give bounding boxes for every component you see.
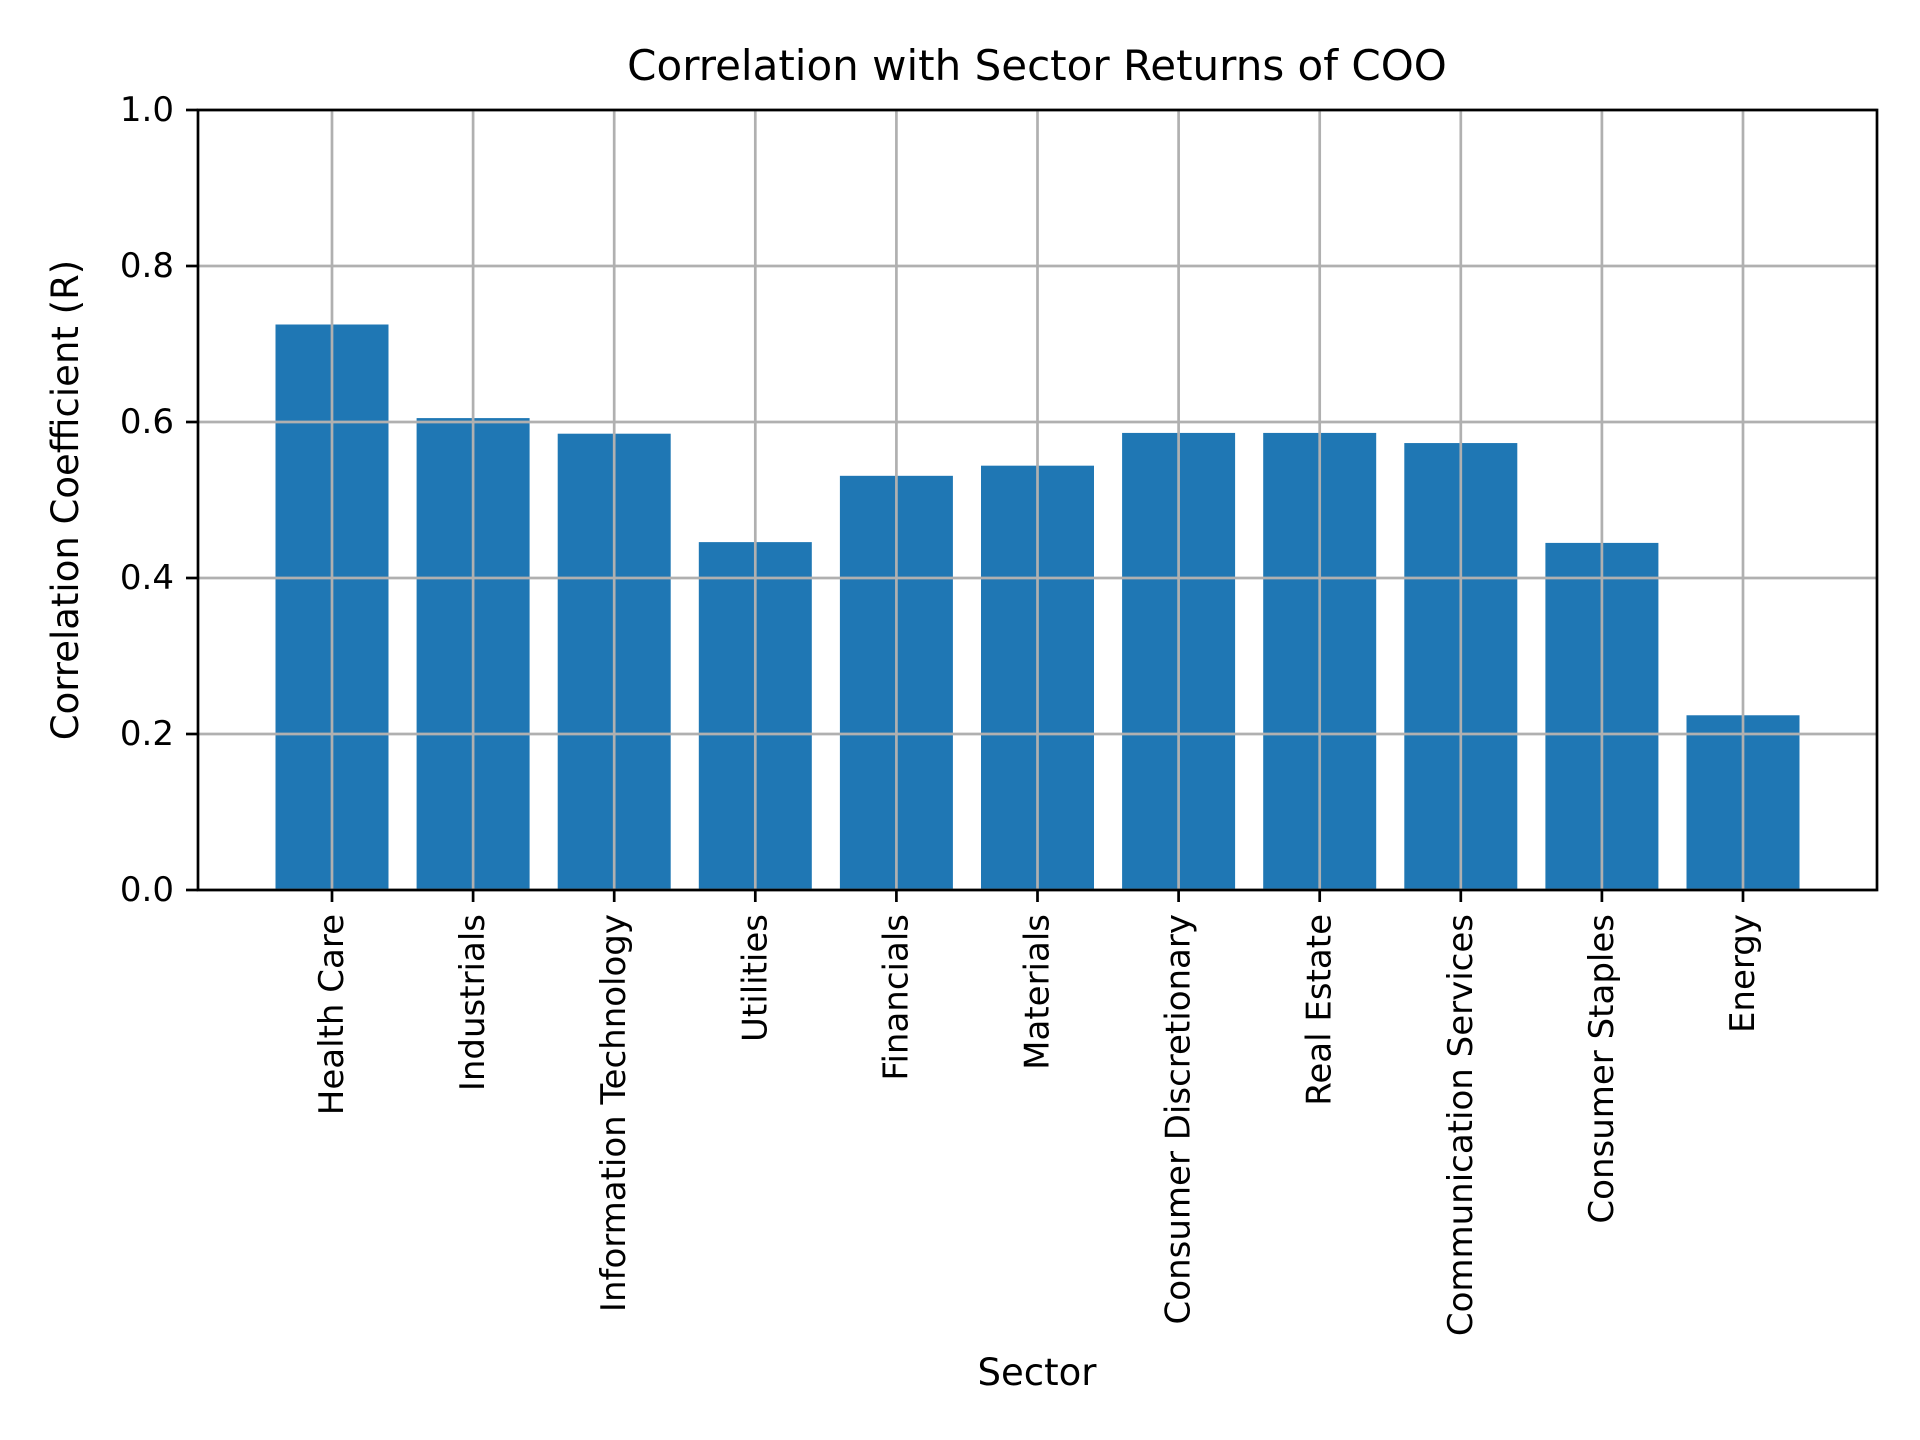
x-tick-label: Communication Services — [1441, 914, 1481, 1336]
chart-title: Correlation with Sector Returns of COO — [627, 41, 1447, 90]
y-tick-label: 0.2 — [120, 714, 174, 754]
y-tick-label: 0.6 — [120, 402, 174, 442]
x-tick-label: Real Estate — [1300, 914, 1340, 1106]
x-tick-label: Information Technology — [594, 914, 634, 1312]
y-tick-label: 0.4 — [120, 558, 174, 598]
x-tick-label: Industrials — [453, 914, 493, 1091]
x-tick-label: Health Care — [312, 914, 352, 1115]
x-tick-label: Utilities — [735, 914, 775, 1042]
x-tick-label: Energy — [1723, 914, 1763, 1033]
y-tick-label: 0.0 — [120, 870, 174, 910]
y-axis-label: Correlation Coefficient (R) — [44, 260, 87, 740]
x-tick-label: Consumer Discretionary — [1159, 914, 1199, 1324]
ticks-group — [186, 108, 1745, 902]
tick-labels-group: 0.0 0.2 0.4 0.6 0.8 1.0 Health Care Industrials… — [120, 90, 1763, 1336]
x-tick-label: Financials — [876, 914, 916, 1081]
y-tick-label: 0.8 — [120, 246, 174, 286]
x-tick-label: Consumer Staples — [1582, 914, 1622, 1224]
x-axis-label: Sector — [978, 1351, 1098, 1394]
y-tick-label: 1.0 — [120, 90, 174, 130]
x-tick-label: Materials — [1018, 914, 1058, 1070]
